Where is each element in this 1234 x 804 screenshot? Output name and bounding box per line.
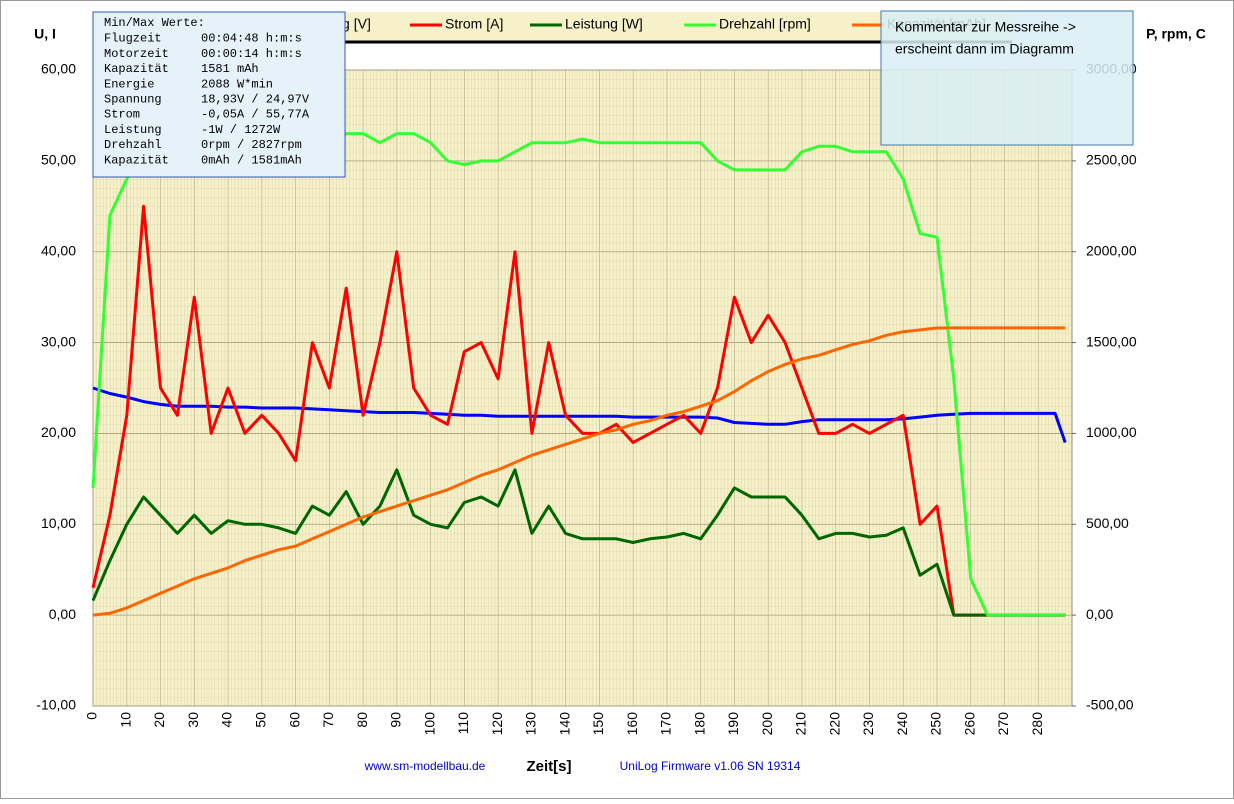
x-tick-label: 0 [84,712,100,720]
info-value: 0mAh / 1581mAh [201,153,302,167]
comment-box: Kommentar zur Messreihe -> erscheint dann… [880,10,1134,146]
x-tick-label: 30 [185,712,201,728]
info-value: 18,93V / 24,97V [201,92,310,106]
info-label: Kapazität [104,153,169,167]
y-tick-label: 60,00 [41,61,76,77]
info-label: Strom [104,108,140,122]
y-tick-label: 10,00 [41,515,76,531]
x-tick-label: 260 [961,712,977,736]
x-tick-label: 200 [759,712,775,736]
y2-tick-label: 1500,00 [1086,333,1137,349]
series-line [92,386,1067,443]
y-tick-label: -10,00 [36,697,76,713]
x-tick-label: 130 [523,712,539,736]
y-tick-label: 20,00 [41,424,76,440]
info-label: Kapazität [104,62,169,76]
info-value: 00:04:48 h:m:s [201,32,302,46]
comment-text: Kommentar zur Messreihe -> [895,19,1076,35]
y-tick-label: 50,00 [41,152,76,168]
y2-tick-label: 2000,00 [1086,242,1137,258]
x-tick-label: 70 [320,712,336,728]
x-tick-label: 190 [725,712,741,736]
series-line [91,204,1066,617]
x-tick-label: 230 [860,712,876,736]
info-label: Energie [104,77,154,91]
x-tick-label: 170 [658,712,674,736]
info-value: 0rpm / 2827rpm [201,138,302,152]
x-axis-title: Zeit[s] [527,758,572,775]
x-tick-label: 90 [388,712,404,728]
x-tick-label: 280 [1029,712,1045,736]
x-tick-label: 20 [151,712,167,728]
series-line [91,468,1066,617]
footer-firmware: UniLog Firmware v1.06 SN 19314 [620,759,801,773]
info-label: Flugzeit [104,32,162,46]
x-tick-label: 10 [117,712,133,728]
comment-box-bg [880,10,1134,146]
y2-tick-label: 2500,00 [1086,152,1137,168]
info-value: 1581 mAh [201,62,259,76]
x-tick-label: 250 [928,712,944,736]
x-tick-label: 50 [252,712,268,728]
legend-label: Drehzahl [rpm] [719,16,811,32]
x-tick-label: 270 [995,712,1011,736]
x-tick-label: 160 [624,712,640,736]
x-tick-label: 180 [691,712,707,736]
info-value: 2088 W*min [201,77,273,91]
info-box: Min/Max Werte: Flugzeit 00:04:48 h:m:s Moto… [92,11,346,178]
info-label: Drehzahl [104,138,162,152]
x-tick-label: 210 [793,712,809,736]
series-line [92,326,1066,617]
x-tick-label: 100 [421,712,437,736]
y2-axis-title: P, rpm, C [1146,26,1206,42]
footer-link: www.sm-modellbau.de [364,759,486,773]
info-label: Motorzeit [104,47,169,61]
y-tick-label: 0,00 [49,606,76,622]
y-axis-title: U, I [34,26,56,42]
y-tick-label: 30,00 [41,333,76,349]
x-tick-label: 140 [556,712,572,736]
y2-tick-label: -500,00 [1086,697,1134,713]
legend-label: Strom [A] [445,16,503,32]
y-tick-label: 40,00 [41,242,76,258]
info-value: -1W / 1272W [201,123,281,137]
x-tick-label: 80 [354,712,370,728]
info-value: -0,05A / 55,77A [201,108,310,122]
info-label: Leistung [104,123,162,137]
x-tick-label: 150 [590,712,606,736]
comment-text: erscheint dann im Diagramm [895,41,1074,57]
x-tick-label: 60 [286,712,302,728]
y2-tick-label: 1000,00 [1086,424,1137,440]
info-label: Spannung [104,92,162,106]
info-box-bg [92,11,346,178]
x-tick-label: 110 [455,712,471,735]
info-value: 00:00:14 h:m:s [201,47,302,61]
y2-tick-label: 500,00 [1086,515,1129,531]
x-tick-label: 220 [826,712,842,736]
y2-tick-label: 0,00 [1086,606,1113,622]
info-title: Min/Max Werte: [104,16,205,30]
x-tick-label: 40 [219,712,235,728]
x-tick-label: 120 [489,712,505,736]
legend-label: Leistung [W] [565,16,643,32]
x-tick-label: 240 [894,712,910,736]
